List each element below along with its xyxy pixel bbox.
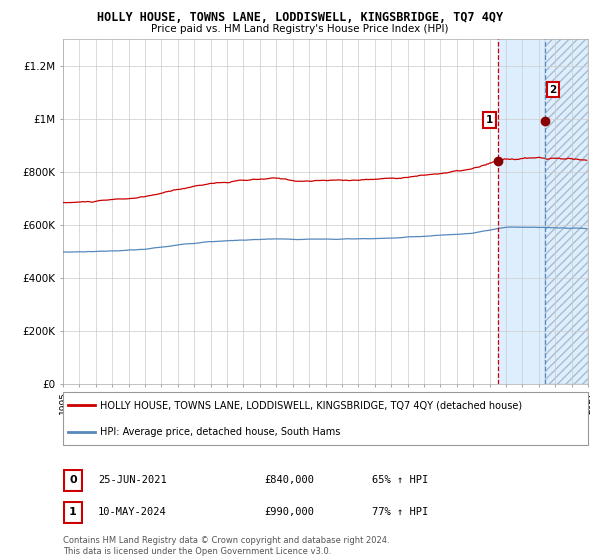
- FancyBboxPatch shape: [63, 392, 588, 445]
- Text: £840,000: £840,000: [264, 475, 314, 486]
- Text: 1: 1: [69, 507, 77, 517]
- Text: HOLLY HOUSE, TOWNS LANE, LODDISWELL, KINGSBRIDGE, TQ7 4QY: HOLLY HOUSE, TOWNS LANE, LODDISWELL, KIN…: [97, 11, 503, 24]
- Text: Contains HM Land Registry data © Crown copyright and database right 2024.
This d: Contains HM Land Registry data © Crown c…: [63, 536, 389, 556]
- Bar: [497, 39, 545, 384]
- Text: 1: 1: [486, 115, 493, 125]
- Text: 10-MAY-2024: 10-MAY-2024: [98, 507, 167, 517]
- Text: HPI: Average price, detached house, South Hams: HPI: Average price, detached house, Sout…: [100, 427, 340, 437]
- Text: Price paid vs. HM Land Registry's House Price Index (HPI): Price paid vs. HM Land Registry's House …: [151, 24, 449, 34]
- Text: £990,000: £990,000: [264, 507, 314, 517]
- Bar: [545, 39, 588, 384]
- Text: 0: 0: [69, 475, 77, 486]
- Bar: [545, 39, 588, 384]
- Text: 65% ↑ HPI: 65% ↑ HPI: [372, 475, 428, 486]
- Text: 25-JUN-2021: 25-JUN-2021: [98, 475, 167, 486]
- Text: 2: 2: [550, 85, 557, 95]
- Text: HOLLY HOUSE, TOWNS LANE, LODDISWELL, KINGSBRIDGE, TQ7 4QY (detached house): HOLLY HOUSE, TOWNS LANE, LODDISWELL, KIN…: [100, 400, 522, 410]
- FancyBboxPatch shape: [64, 502, 82, 523]
- FancyBboxPatch shape: [64, 470, 82, 491]
- Text: 77% ↑ HPI: 77% ↑ HPI: [372, 507, 428, 517]
